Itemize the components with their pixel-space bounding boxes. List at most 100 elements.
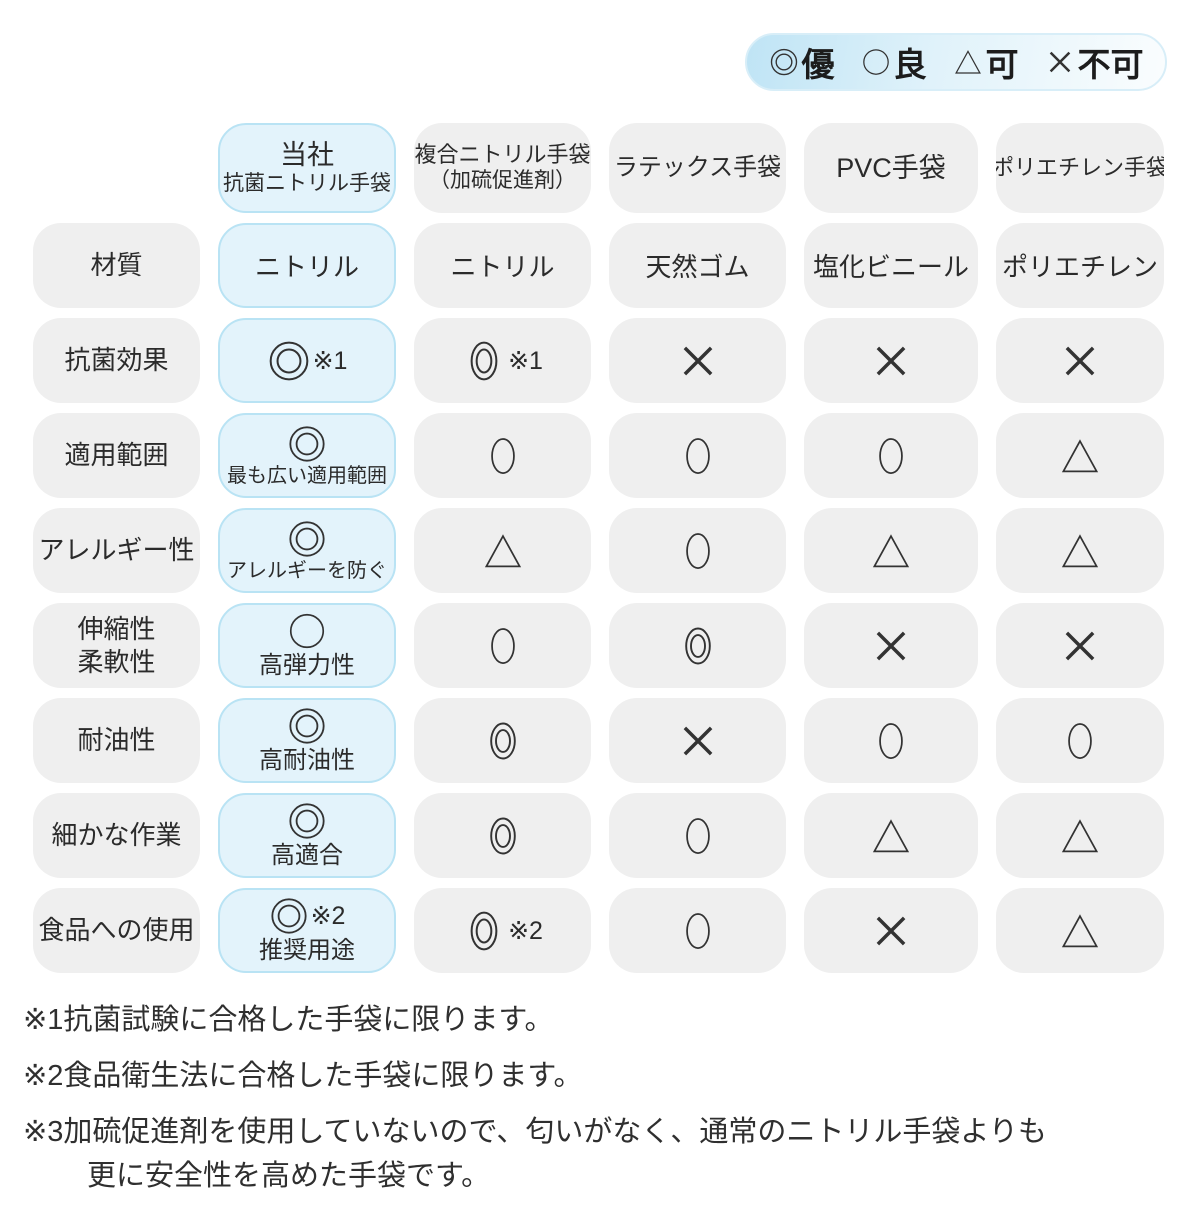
column-title: ポリエチレン手袋 — [996, 154, 1164, 180]
circle-icon — [685, 532, 710, 569]
cell-fine-work-latex — [609, 793, 786, 878]
cell-oil-resistance-latex — [609, 698, 786, 783]
cross-icon — [1065, 631, 1095, 660]
triangle-icon — [872, 533, 910, 567]
cell-symbol-group — [870, 530, 912, 572]
legend-item-label: 優 — [801, 46, 835, 83]
cross-icon — [1065, 346, 1095, 375]
row-label-text: 細かな作業 — [51, 820, 182, 851]
cell-symbol-group — [677, 340, 719, 382]
legend-item-label: 可 — [985, 46, 1019, 83]
legend-item-label: 良 — [893, 46, 927, 83]
cell-caption: 高弾力性 — [259, 652, 355, 680]
cell-material-latex: 天然ゴム — [609, 223, 786, 308]
column-header-pvc: PVC手袋 — [804, 123, 978, 213]
cell-symbol-group — [287, 801, 327, 841]
cell-application-range-polyethylene — [996, 413, 1164, 498]
cell-oil-resistance-pvc — [804, 698, 978, 783]
cell-symbol-group — [287, 706, 327, 746]
cell-symbol-group — [870, 625, 912, 667]
cell-symbol-group: ※2 — [462, 909, 543, 953]
column-title: 複合ニトリル手袋 — [414, 141, 591, 167]
cell-symbol-group — [677, 625, 719, 667]
cell-oil-resistance-composite-nitrile — [414, 698, 591, 783]
double-circle-icon — [289, 708, 325, 744]
cell-symbol-group — [482, 530, 524, 572]
column-header-latex: ラテックス手袋 — [609, 123, 786, 213]
row-label-elasticity: 伸縮性 柔軟性 — [33, 603, 200, 688]
cell-elasticity-latex — [609, 603, 786, 688]
cell-application-range-latex — [609, 413, 786, 498]
footnote-1: ※1抗菌試験に合格した手袋に限ります。 — [23, 998, 1047, 1042]
footnote-line: ※3加硫促進剤を使用していないので、匂いがなく、通常のニトリル手袋よりも — [23, 1116, 1047, 1148]
cell-material-composite-nitrile: ニトリル — [414, 223, 591, 308]
legend-item-label: 不可 — [1077, 46, 1144, 83]
row-label-text: 抗菌効果 — [64, 345, 169, 376]
cell-symbol-group — [677, 720, 719, 762]
cell-symbol-group — [677, 435, 719, 477]
footnote-line: ※2食品衛生法に合格した手袋に限ります。 — [23, 1060, 583, 1092]
column-subtitle: （加硫促進剤） — [429, 169, 576, 193]
cell-symbol-group — [870, 815, 912, 857]
cell-oil-resistance-ours: 高耐油性 — [218, 698, 396, 783]
cell-symbol-group — [870, 435, 912, 477]
comparison-table: 当社 抗菌ニトリル手袋 複合ニトリル手袋 （加硫促進剤） ラテックス手袋 PVC手袋 ポリエ… — [33, 123, 1164, 973]
cell-elasticity-ours: 高弾力性 — [218, 603, 396, 688]
cell-elasticity-pvc — [804, 603, 978, 688]
cell-symbol-group: ※1 — [267, 339, 347, 383]
cell-antibacterial-ours: ※1 — [218, 318, 396, 403]
cell-symbol-group — [1059, 815, 1101, 857]
cell-elasticity-polyethylene — [996, 603, 1164, 688]
cell-food-use-ours: ※2 推奨用途 — [218, 888, 396, 973]
cell-symbol-group — [287, 611, 327, 651]
cell-symbol-group — [677, 910, 719, 952]
cell-symbol-group — [287, 519, 327, 559]
cell-value-text: ニトリル — [450, 252, 555, 282]
footnote-line: 更に安全性を高めた手袋です。 — [87, 1160, 491, 1192]
double-circle-icon — [470, 911, 498, 950]
double-circle-icon — [270, 898, 307, 934]
cell-note: ※2 — [310, 902, 346, 931]
cross-icon — [683, 726, 712, 755]
row-label-text: 適用範囲 — [64, 440, 169, 471]
cell-material-polyethylene: ポリエチレン — [996, 223, 1164, 308]
circle-icon — [879, 437, 903, 474]
cell-elasticity-composite-nitrile — [414, 603, 591, 688]
row-label-food-use: 食品への使用 — [33, 888, 200, 973]
footnote-line: ※1抗菌試験に合格した手袋に限ります。 — [23, 1004, 554, 1036]
footnotes: ※1抗菌試験に合格した手袋に限ります。 ※2食品衛生法に合格した手袋に限ります。 ※… — [23, 998, 1047, 1210]
cell-application-range-pvc — [804, 413, 978, 498]
cell-symbol-group — [677, 530, 719, 572]
cell-fine-work-polyethylene — [996, 793, 1164, 878]
cell-allergy-polyethylene — [996, 508, 1164, 593]
circle-icon — [490, 437, 515, 474]
cell-caption: 高適合 — [271, 842, 343, 870]
cell-caption: アレルギーを防ぐ — [227, 559, 387, 582]
double-circle-icon — [489, 722, 516, 759]
column-title: ラテックス手袋 — [613, 153, 782, 181]
double-circle-icon — [289, 425, 325, 462]
cell-caption: 高耐油性 — [259, 747, 355, 775]
cross-icon — [683, 346, 712, 375]
cell-symbol-group — [482, 815, 524, 857]
cross-icon — [876, 631, 906, 660]
cell-allergy-ours: アレルギーを防ぐ — [218, 508, 396, 593]
triangle-icon — [1061, 913, 1099, 947]
cell-food-use-pvc — [804, 888, 978, 973]
cell-application-range-ours: 最も広い適用範囲 — [218, 413, 396, 498]
double-circle-icon — [470, 341, 498, 380]
triangle-icon — [954, 50, 981, 74]
row-label-application-range: 適用範囲 — [33, 413, 200, 498]
row-label-text: 柔軟性 — [77, 646, 156, 677]
cell-allergy-pvc — [804, 508, 978, 593]
cell-material-pvc: 塩化ビニール — [804, 223, 978, 308]
cross-icon — [1049, 51, 1070, 73]
row-label-text: アレルギー性 — [38, 535, 195, 566]
cell-value-text: 塩化ビニール — [812, 252, 969, 282]
cell-symbol-group — [870, 720, 912, 762]
footnote-2: ※2食品衛生法に合格した手袋に限ります。 — [23, 1054, 1047, 1098]
circle-icon — [1068, 722, 1092, 759]
cell-symbol-group: ※2 — [269, 896, 346, 936]
double-circle-icon — [269, 341, 308, 380]
triangle-icon — [484, 533, 521, 567]
